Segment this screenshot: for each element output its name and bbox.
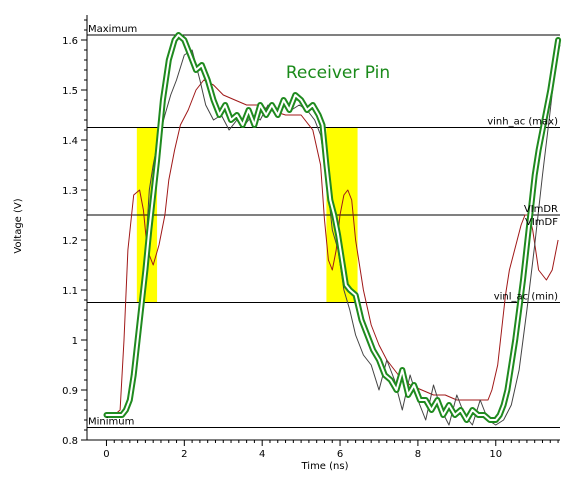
y-tick-label: 1.5 (62, 86, 78, 97)
reference-line-label: Maximum (88, 24, 137, 35)
y-axis-label: Voltage (V) (13, 198, 24, 253)
y-tick-label: 1.3 (62, 186, 78, 197)
x-tick-label: 6 (337, 449, 343, 460)
y-tick-label: 1.6 (62, 36, 78, 47)
reference-line-labels: Maximum vinh_ac (max) VImDR VImDF vinl_ac (m… (88, 24, 558, 428)
x-tick-label: 0 (103, 449, 109, 460)
x-axis-label: Time (ns) (300, 461, 348, 472)
chart-title: Receiver Pin (286, 63, 390, 83)
y-tick-label: 1.1 (62, 286, 78, 297)
tick-labels: 0.8 0.9 1 1.1 1.2 1.3 1.4 1.5 1.6 0 2 4 6 8 10 (62, 36, 502, 460)
reference-line-label: VImDF (525, 217, 558, 228)
series-line-3-inner (105, 34, 560, 421)
reference-line-label: vinl_ac (min) (494, 292, 558, 303)
y-tick-label: 1 (72, 336, 78, 347)
series-lines (103, 32, 562, 426)
reference-line-label: VImDR (524, 204, 558, 215)
axes (81, 15, 560, 446)
reference-line-label: vinh_ac (max) (487, 117, 558, 128)
x-tick-label: 8 (415, 449, 421, 460)
x-tick-label: 10 (489, 449, 502, 460)
x-tick-label: 2 (181, 449, 187, 460)
y-tick-label: 1.4 (62, 136, 78, 147)
reference-lines (87, 34, 560, 428)
reference-line-label: Minimum (88, 417, 134, 428)
x-tick-label: 4 (259, 449, 265, 460)
y-tick-label: 0.9 (62, 386, 78, 397)
y-tick-label: 0.8 (62, 436, 78, 447)
series-line-1 (106, 79, 559, 416)
y-tick-label: 1.2 (62, 236, 78, 247)
